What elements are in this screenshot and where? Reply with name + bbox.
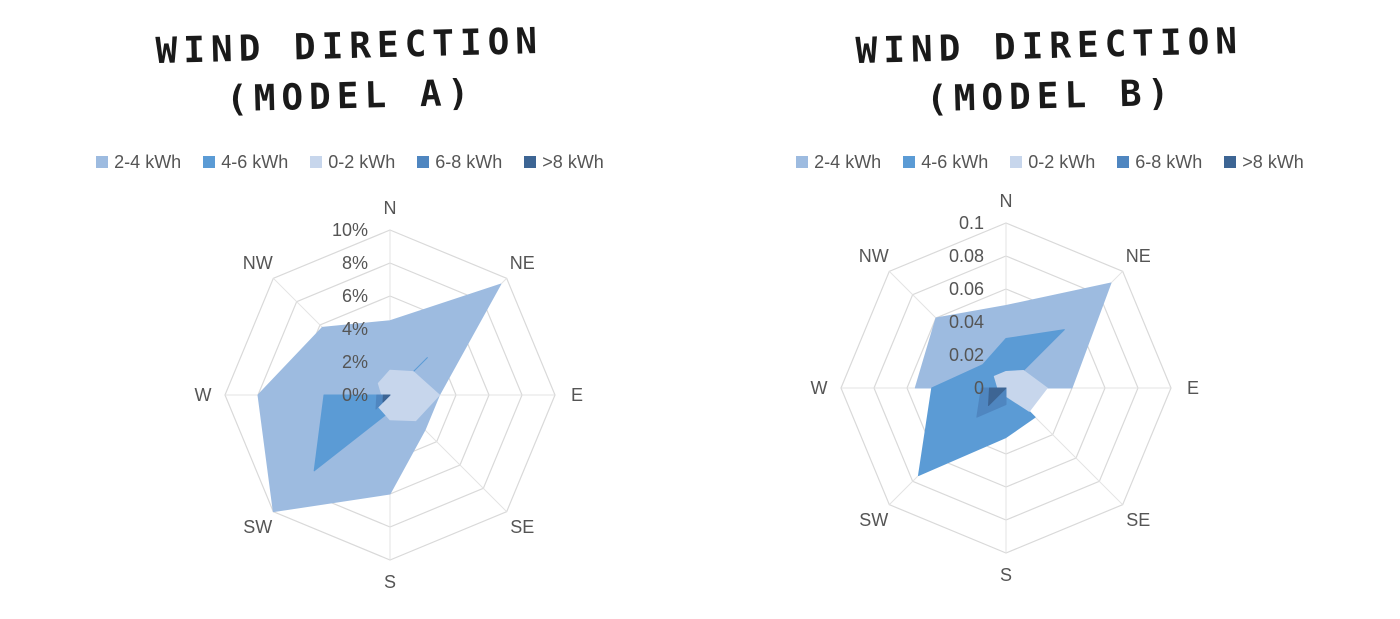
series-area-4 <box>987 387 1007 407</box>
legend-label: 0-2 kWh <box>328 151 396 172</box>
tick-label: 4% <box>342 319 368 339</box>
legend-item: 0-2 kWh <box>310 148 395 176</box>
legend-item: >8 kWh <box>1224 148 1304 176</box>
legend-label: 4-6 kWh <box>221 151 289 172</box>
radar-chart: N NE E SE S SW W NW 0 0.02 0.04 0.06 0.08 0.1 <box>811 191 1200 585</box>
direction-label: SE <box>510 517 534 537</box>
direction-label: SW <box>859 510 888 530</box>
chart-legend: 2-4 kWh 4-6 kWh 0-2 kWh 6-8 kWh >8 kWh <box>0 148 700 176</box>
direction-label: NE <box>1126 246 1151 266</box>
radar-chart: N NE E SE S SW W NW 0% 2% 4% 6% 8% 10% <box>195 198 584 592</box>
legend-label: 4-6 kWh <box>921 151 989 172</box>
direction-label: NW <box>859 246 889 266</box>
chart-title: WIND DIRECTION (MODEL B) <box>699 13 1400 131</box>
tick-label: 0% <box>342 385 368 405</box>
direction-label: NW <box>243 253 273 273</box>
tick-label: 0.02 <box>949 345 984 365</box>
legend-label: 0-2 kWh <box>1028 151 1096 172</box>
direction-label: N <box>384 198 397 218</box>
legend-swatch <box>1224 156 1237 168</box>
legend-item: 4-6 kWh <box>203 148 288 176</box>
direction-label: W <box>811 378 828 398</box>
legend-item: 4-6 kWh <box>903 148 988 176</box>
chart-title: WIND DIRECTION (MODEL A) <box>0 13 701 131</box>
legend-item: 6-8 kWh <box>1117 148 1202 176</box>
legend-swatch <box>524 156 537 168</box>
legend-label: >8 kWh <box>542 151 604 172</box>
direction-label: SE <box>1126 510 1150 530</box>
legend-swatch <box>417 156 430 168</box>
tick-label: 8% <box>342 253 368 273</box>
tick-label: 10% <box>332 220 368 240</box>
legend-swatch <box>96 156 109 168</box>
direction-label: SW <box>243 517 272 537</box>
direction-label: NE <box>510 253 535 273</box>
tick-label: 0.04 <box>949 312 984 332</box>
direction-label: N <box>1000 191 1013 211</box>
direction-label: E <box>571 385 583 405</box>
legend-swatch <box>903 156 916 168</box>
legend-swatch <box>796 156 809 168</box>
legend-swatch <box>1117 156 1130 168</box>
legend-label: 2-4 kWh <box>814 151 882 172</box>
legend-item: 2-4 kWh <box>96 148 181 176</box>
direction-label: S <box>1000 565 1012 585</box>
legend-label: 6-8 kWh <box>1135 151 1203 172</box>
tick-label: 0.08 <box>949 246 984 266</box>
legend-label: 2-4 kWh <box>114 151 182 172</box>
legend-label: 6-8 kWh <box>435 151 503 172</box>
legend-swatch <box>1010 156 1023 168</box>
legend-item: >8 kWh <box>524 148 604 176</box>
legend-item: 6-8 kWh <box>417 148 502 176</box>
legend-item: 2-4 kWh <box>796 148 881 176</box>
legend-swatch <box>203 156 216 168</box>
chart-panel-model-b: WIND DIRECTION (MODEL B) 2-4 kWh 4-6 kWh 0… <box>700 0 1400 619</box>
direction-label: W <box>195 385 212 405</box>
direction-label: E <box>1187 378 1199 398</box>
tick-label: 2% <box>342 352 368 372</box>
series-area-4 <box>382 394 391 403</box>
tick-label: 0.06 <box>949 279 984 299</box>
direction-label: S <box>384 572 396 592</box>
tick-label: 0 <box>974 378 984 398</box>
legend-item: 0-2 kWh <box>1010 148 1095 176</box>
tick-label: 0.1 <box>959 213 984 233</box>
series-area-2 <box>377 369 440 422</box>
chart-legend: 2-4 kWh 4-6 kWh 0-2 kWh 6-8 kWh >8 kWh <box>700 148 1400 176</box>
legend-label: >8 kWh <box>1242 151 1304 172</box>
legend-swatch <box>310 156 323 168</box>
tick-label: 6% <box>342 286 368 306</box>
chart-panel-model-a: WIND DIRECTION (MODEL A) 2-4 kWh 4-6 kWh 0… <box>0 13 701 592</box>
